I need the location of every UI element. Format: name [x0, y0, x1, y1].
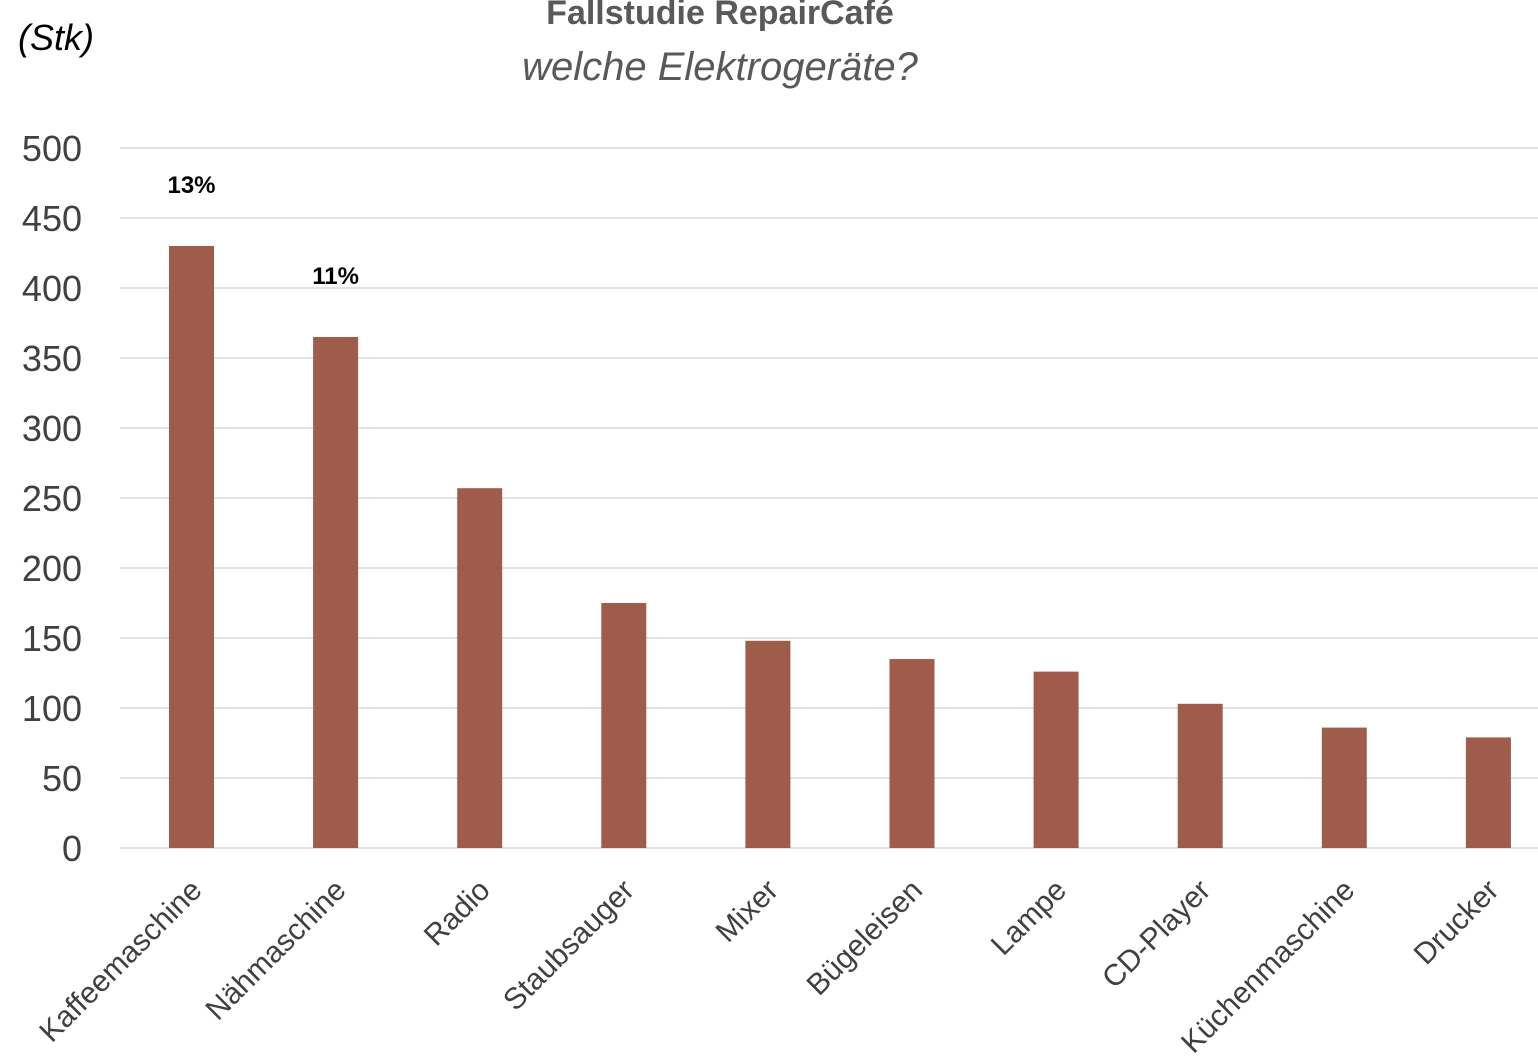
bar: [889, 659, 935, 848]
bar: [601, 603, 647, 848]
y-tick-label: 400: [22, 268, 82, 309]
x-tick-label: Lampe: [985, 874, 1073, 962]
y-axis-ticks: 0 50 100 150 200 250 300 350 400 450 500: [22, 128, 82, 869]
y-tick-label: 300: [22, 408, 82, 449]
x-tick-label: Radio: [418, 874, 497, 953]
x-tick-label: Bügeleisen: [801, 874, 929, 1002]
y-tick-label: 350: [22, 338, 82, 379]
bar: [1033, 671, 1079, 848]
x-tick-label: Drucker: [1408, 874, 1506, 972]
bars: [169, 246, 1511, 848]
x-tick-label: CD-Player: [1096, 874, 1217, 995]
x-tick-label: Nähmaschine: [200, 874, 353, 1027]
bar: [1321, 727, 1367, 848]
y-tick-label: 500: [22, 128, 82, 169]
y-tick-label: 50: [42, 758, 82, 799]
x-tick-label: Mixer: [710, 874, 785, 949]
y-axis-unit-label: (Stk): [18, 17, 94, 58]
chart-title: Fallstudie RepairCafé: [546, 0, 894, 32]
y-tick-label: 200: [22, 548, 82, 589]
y-tick-label: 250: [22, 478, 82, 519]
y-tick-label: 100: [22, 688, 82, 729]
bar: [1465, 737, 1511, 848]
y-tick-label: 450: [22, 198, 82, 239]
x-tick-label: Staubsauger: [497, 874, 641, 1018]
data-labels: 13% 11%: [167, 172, 358, 290]
bar: [745, 640, 791, 848]
bar: [169, 246, 214, 848]
y-tick-label: 150: [22, 618, 82, 659]
bar: [457, 488, 503, 848]
x-tick-label: Kaffeemaschine: [33, 874, 208, 1049]
data-label: 11%: [312, 263, 359, 290]
bar: [313, 337, 359, 848]
data-label: 13%: [167, 172, 215, 199]
y-tick-label: 0: [62, 828, 82, 869]
chart-subtitle: welche Elektrogeräte?: [522, 45, 919, 89]
bar: [1177, 703, 1223, 848]
